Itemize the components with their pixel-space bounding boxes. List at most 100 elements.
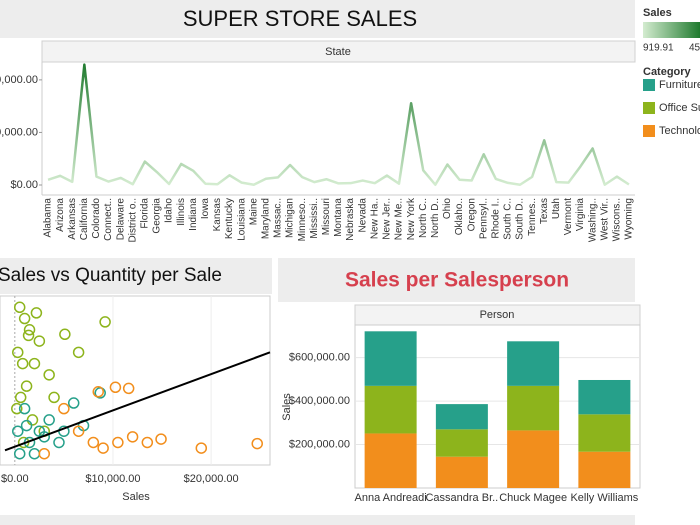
x-tick-label: Arizona: [55, 198, 66, 232]
x-tick-label: New Jer..: [382, 198, 393, 240]
scatter-point: [43, 369, 55, 381]
title-band: [278, 258, 635, 302]
title-band: [0, 258, 272, 294]
x-tick-label: Mississi..: [309, 198, 320, 239]
scatter-point: [99, 316, 111, 328]
bar-segment: [435, 404, 488, 430]
scatter-point: [67, 397, 80, 409]
x-tick-label: Arkansas: [67, 198, 78, 240]
y-tick-label: $0.00: [10, 179, 38, 191]
line: [47, 63, 630, 186]
x-tick-label: Tennes..: [527, 198, 538, 236]
scatter-point: [38, 447, 51, 460]
x-tick-label: Louisiana: [236, 198, 247, 241]
x-tick-label: Cassandra Br..: [425, 492, 498, 504]
scatter-point: [14, 391, 27, 404]
x-tick-label: Kentucky: [224, 198, 235, 239]
x-tick-label: California: [79, 198, 90, 241]
x-tick-label: Maine: [248, 198, 259, 226]
legend-label: Technolo: [659, 125, 700, 137]
x-tick-label: South C..: [503, 198, 514, 240]
scatter-point: [72, 346, 85, 359]
x-tick-label: $0.00: [1, 473, 29, 485]
x-tick-label: Iowa: [200, 198, 211, 220]
x-tick-label: Alabama: [43, 198, 54, 238]
scatter-point: [58, 402, 70, 415]
y-tick-label: 0,000.00: [0, 74, 38, 86]
scatter-point: [13, 447, 26, 460]
scatter-point: [59, 328, 71, 341]
x-tick-label: North C..: [418, 198, 429, 238]
y-tick-label: $400,000.00: [289, 395, 350, 407]
scatter-point: [87, 436, 100, 449]
chart-title: Sales per Salesperson: [345, 269, 569, 292]
scatter-point: [23, 324, 36, 336]
x-tick-label: $10,000.00: [85, 473, 140, 485]
x-axis-label: Sales: [122, 491, 150, 503]
bar-segment: [507, 341, 560, 386]
color-scale-label: 45: [689, 43, 700, 54]
x-tick-label: Wyoming: [624, 198, 635, 240]
header-band: [41, 40, 636, 63]
scatter-point: [251, 437, 263, 450]
scatter-point: [155, 433, 167, 445]
x-tick-label: Nebraska: [345, 198, 356, 241]
legend-swatch: [643, 102, 655, 114]
bar-segment: [578, 414, 631, 452]
trend-line: [4, 351, 271, 452]
scatter-point: [53, 436, 65, 449]
x-tick-label: Chuck Magee: [499, 492, 567, 504]
x-tick-label: Colorado: [91, 198, 102, 239]
x-tick-label: Texas: [539, 198, 550, 224]
scatter-point: [48, 391, 60, 404]
x-tick-label: Delaware: [115, 198, 126, 241]
y-tick-label: 0,000.00: [0, 126, 38, 138]
scatter-point: [97, 442, 109, 454]
x-tick-label: New Me..: [394, 198, 405, 240]
chart-title: Sales vs Quantity per Sale: [0, 265, 222, 286]
scatter-point: [12, 346, 24, 359]
scatter-point: [33, 335, 46, 347]
x-tick-label: Montana: [333, 198, 344, 237]
legend-title: Category: [643, 66, 692, 78]
footer-band: [0, 515, 635, 525]
x-tick-label: New Ha..: [369, 198, 380, 239]
bar-segment: [507, 430, 560, 488]
scatter-point: [22, 329, 35, 342]
x-tick-label: North D..: [430, 198, 441, 238]
x-tick-label: Minneso..: [297, 198, 308, 241]
color-scale: [643, 22, 700, 38]
legend-title: Sales: [643, 7, 672, 19]
x-tick-label: Wiscons..: [611, 198, 622, 241]
scatter-point: [43, 414, 55, 426]
legend-label: Furniture: [659, 79, 700, 91]
x-tick-label: Rhode I..: [490, 198, 501, 239]
x-tick-label: Illinois: [176, 198, 187, 226]
x-tick-label: Georgia: [152, 198, 163, 234]
scatter-point: [126, 431, 139, 443]
header: State: [325, 46, 351, 58]
scatter-point: [195, 442, 208, 454]
dashboard-title: SUPER STORE SALES: [183, 6, 417, 31]
scatter-point: [13, 301, 26, 314]
scatter-point: [18, 312, 31, 325]
x-tick-label: Virginia: [575, 198, 586, 232]
x-tick-label: New York: [406, 197, 417, 240]
legend-label: Office Su: [659, 102, 700, 114]
legend-swatch: [643, 79, 655, 91]
scatter-point: [12, 425, 24, 437]
scatter-point: [18, 402, 31, 415]
scatter-point: [109, 381, 122, 394]
scatter-point: [20, 419, 33, 432]
x-tick-label: Nevada: [357, 198, 368, 233]
title-band: [0, 0, 635, 38]
x-tick-label: South D..: [515, 198, 526, 240]
x-tick-label: Idaho: [164, 198, 175, 223]
y-axis-label: Sales: [281, 393, 293, 421]
x-tick-label: Connect..: [103, 198, 114, 241]
y-tick-label: $600,000.00: [289, 352, 350, 364]
scatter-point: [11, 402, 23, 415]
scatter-point: [112, 436, 124, 449]
scatter-point: [122, 382, 135, 395]
